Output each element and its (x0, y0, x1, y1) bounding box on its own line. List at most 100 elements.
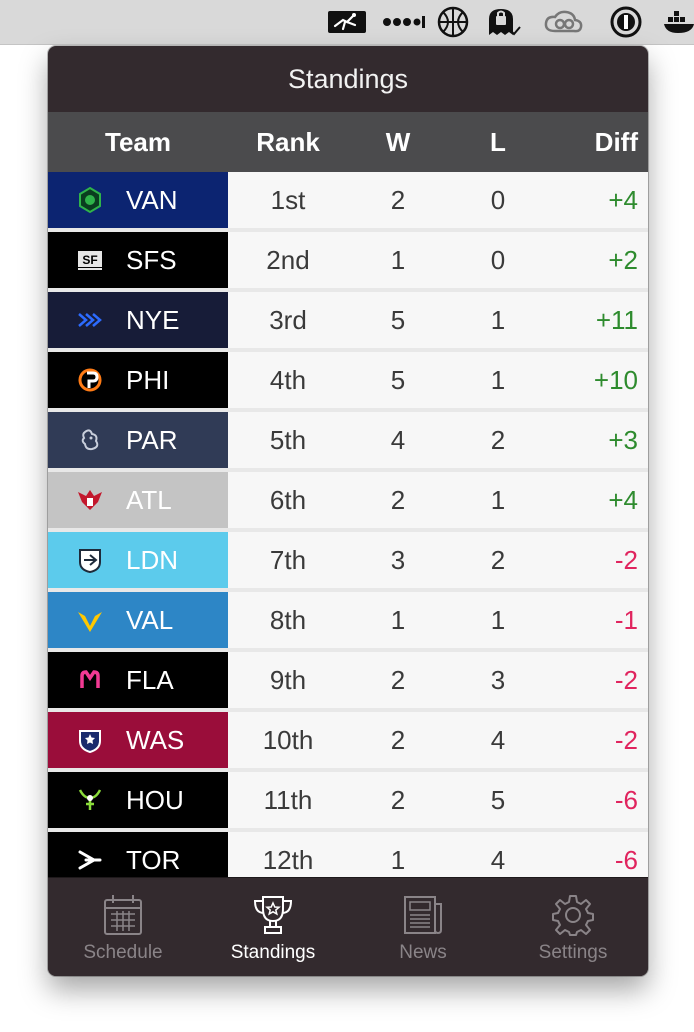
table-row[interactable]: PAR 5th 4 2 +3 (48, 412, 648, 468)
team-diff: +11 (595, 304, 638, 335)
tab-bar: Schedule Standings (48, 877, 648, 976)
team-rank: 10th (262, 724, 314, 755)
team-wins: 2 (390, 484, 406, 515)
team-losses: 4 (490, 724, 506, 755)
team-wins: 1 (390, 604, 406, 635)
team-rank: 12th (262, 844, 314, 875)
team-cell: TOR (48, 832, 228, 878)
team-rank: 2nd (266, 244, 310, 275)
team-losses: 0 (490, 184, 506, 215)
team-abbreviation: FLA (126, 664, 174, 695)
sfs-logo-icon: SF (76, 246, 104, 274)
onepassword-icon[interactable] (608, 6, 644, 38)
team-wins: 4 (390, 424, 406, 455)
table-row[interactable]: ATL 6th 2 1 +4 (48, 472, 648, 528)
header-rank: Rank (256, 126, 320, 157)
team-wins: 1 (390, 844, 406, 875)
creative-cloud-icon[interactable] (542, 6, 584, 38)
table-row[interactable]: LDN 7th 3 2 -2 (48, 532, 648, 588)
tab-settings[interactable]: Settings (498, 878, 648, 976)
docker-icon[interactable] (664, 6, 694, 38)
table-row[interactable]: WAS 10th 2 4 -2 (48, 712, 648, 768)
table-row[interactable]: HOU 11th 2 5 -6 (48, 772, 648, 828)
fla-logo-icon (76, 666, 104, 694)
team-losses: 2 (490, 424, 506, 455)
table-row[interactable]: NYE 3rd 5 1 +11 (48, 292, 648, 348)
team-losses: 3 (490, 664, 506, 695)
team-abbreviation: PHI (126, 364, 170, 395)
nye-logo-icon (76, 306, 104, 334)
team-cell: VAL (48, 592, 228, 648)
newspaper-icon (404, 896, 442, 935)
table-header: Team Rank W L Diff (48, 112, 648, 172)
tab-label: News (399, 942, 447, 963)
team-losses: 1 (490, 484, 506, 515)
team-wins: 3 (390, 544, 406, 575)
team-diff: +10 (593, 364, 638, 395)
team-losses: 5 (490, 784, 506, 815)
phi-logo-icon (76, 366, 104, 394)
standings-list[interactable]: VAN 1st 2 0 +4 SF SFS 2nd 1 0 +2 NYE 3rd 5 1 +11 PHI 4th 5… (48, 172, 648, 878)
team-cell: PHI (48, 352, 228, 408)
team-abbreviation: NYE (126, 304, 180, 335)
team-diff: +2 (608, 244, 638, 275)
was-logo-icon (76, 726, 104, 754)
team-cell: WAS (48, 712, 228, 768)
team-cell: LDN (48, 532, 228, 588)
team-rank: 11th (263, 784, 313, 815)
table-row[interactable]: FLA 9th 2 3 -2 (48, 652, 648, 708)
team-diff: -2 (614, 724, 638, 755)
team-losses: 4 (490, 844, 506, 875)
team-wins: 5 (390, 364, 406, 395)
svg-text:SF: SF (82, 253, 97, 267)
team-rank: 9th (269, 664, 307, 695)
team-rank: 8th (269, 604, 307, 635)
team-abbreviation: HOU (126, 784, 184, 815)
team-diff: -6 (614, 784, 638, 815)
ghost-lock-icon[interactable] (482, 6, 524, 38)
team-rank: 6th (269, 484, 307, 515)
team-wins: 2 (390, 724, 406, 755)
signal-dots-icon[interactable] (382, 6, 426, 38)
team-cell: FLA (48, 652, 228, 708)
team-abbreviation: ATL (126, 484, 172, 515)
header-diff: Diff (594, 126, 638, 157)
team-diff: -2 (614, 544, 638, 575)
tab-label: Standings (230, 942, 316, 963)
table-row[interactable]: PHI 4th 5 1 +10 (48, 352, 648, 408)
gear-icon (552, 895, 594, 936)
window-title: Standings (287, 63, 409, 94)
team-diff: +4 (608, 484, 638, 515)
par-logo-icon (76, 426, 104, 454)
team-abbreviation: SFS (126, 244, 177, 275)
team-diff: -6 (614, 844, 638, 875)
runner-icon[interactable] (326, 6, 368, 38)
team-losses: 1 (490, 364, 506, 395)
team-rank: 4th (269, 364, 307, 395)
tab-label: Schedule (83, 942, 163, 963)
team-cell: NYE (48, 292, 228, 348)
ldn-logo-icon (76, 546, 104, 574)
team-cell: VAN (48, 172, 228, 228)
team-losses: 0 (490, 244, 506, 275)
team-abbreviation: VAN (126, 184, 178, 215)
team-losses: 1 (490, 304, 506, 335)
team-losses: 1 (490, 604, 506, 635)
team-abbreviation: LDN (126, 544, 179, 575)
tab-standings[interactable]: Standings (198, 878, 348, 976)
table-row[interactable]: VAN 1st 2 0 +4 (48, 172, 648, 228)
tor-logo-icon (76, 846, 104, 874)
team-wins: 2 (390, 184, 406, 215)
tab-schedule[interactable]: Schedule (48, 878, 198, 976)
table-row[interactable]: SF SFS 2nd 1 0 +2 (48, 232, 648, 288)
tab-news[interactable]: News (348, 878, 498, 976)
team-diff: +3 (608, 424, 638, 455)
table-row[interactable]: VAL 8th 1 1 -1 (48, 592, 648, 648)
team-abbreviation: PAR (126, 424, 178, 455)
header-losses: L (490, 126, 506, 157)
basketball-icon[interactable] (436, 6, 470, 38)
team-cell: HOU (48, 772, 228, 828)
team-wins: 1 (390, 244, 406, 275)
hou-logo-icon (76, 786, 104, 814)
table-row[interactable]: TOR 12th 1 4 -6 (48, 832, 648, 878)
